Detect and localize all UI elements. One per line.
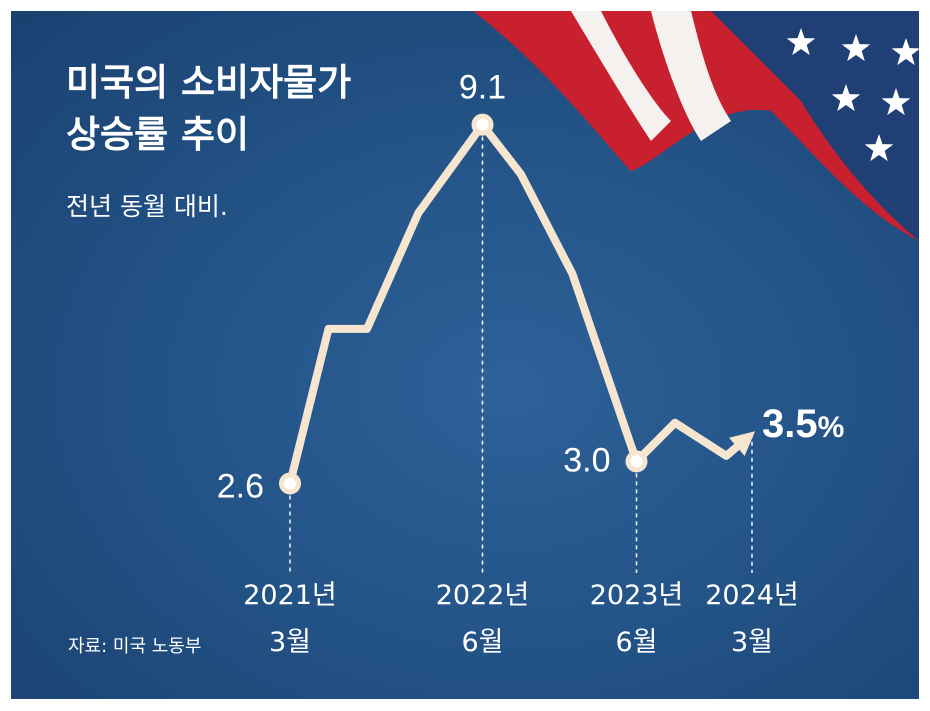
data-label-unit: % — [818, 411, 845, 444]
star-icon — [881, 88, 911, 116]
data-label-latest: 3.5% — [762, 402, 844, 446]
x-tick-label-month: 3월 — [731, 627, 773, 658]
star-icon — [864, 134, 894, 162]
x-tick-label-year: 2023년 — [590, 580, 684, 611]
data-label-value: 3.5 — [762, 402, 818, 446]
data-label: 2.6 — [217, 467, 264, 505]
point-marker — [625, 450, 648, 473]
x-tick-label-month: 6월 — [615, 627, 657, 658]
flag-stripe — [651, 11, 731, 141]
arrow-head-icon — [729, 431, 756, 456]
guide-lines — [289, 136, 753, 573]
data-labels: 2.6 9.1 3.0 3.5% — [217, 69, 845, 506]
point-markers — [279, 113, 648, 495]
point-marker — [471, 113, 494, 136]
flag-canton — [711, 11, 919, 241]
data-label: 3.0 — [563, 441, 610, 479]
chart-subtitle: 전년 동월 대비. — [66, 192, 228, 221]
source-note: 자료: 미국 노동부 — [68, 636, 202, 657]
star-icon — [786, 28, 816, 56]
x-tick-labels: 2021년 3월 2022년 6월 2023년 6월 2024년 3월 — [243, 580, 799, 658]
chart-panel: 2.6 9.1 3.0 3.5% 2021년 3월 2022년 6월 2023년 6월 2024년… — [11, 11, 919, 699]
us-flag-icon — [473, 11, 919, 241]
point-marker — [279, 472, 301, 495]
chart-title-line1: 미국의 소비자물가 — [66, 61, 352, 104]
x-tick-label-year: 2022년 — [436, 580, 530, 611]
cpi-line — [286, 120, 744, 488]
star-icon — [891, 38, 919, 66]
chart: 2.6 9.1 3.0 3.5% 2021년 3월 2022년 6월 2023년 6월 2024년… — [217, 11, 919, 658]
x-tick-label-year: 2024년 — [705, 580, 799, 611]
x-tick-label-year: 2021년 — [243, 580, 337, 611]
series-line — [286, 120, 756, 488]
star-icon — [831, 84, 861, 112]
chart-title-line2: 상승률 추이 — [66, 113, 250, 156]
data-label: 9.1 — [459, 69, 506, 107]
x-tick-label-month: 3월 — [269, 627, 311, 658]
x-tick-label-month: 6월 — [461, 627, 503, 658]
flag-stripe — [571, 11, 671, 141]
star-icon — [841, 34, 871, 62]
